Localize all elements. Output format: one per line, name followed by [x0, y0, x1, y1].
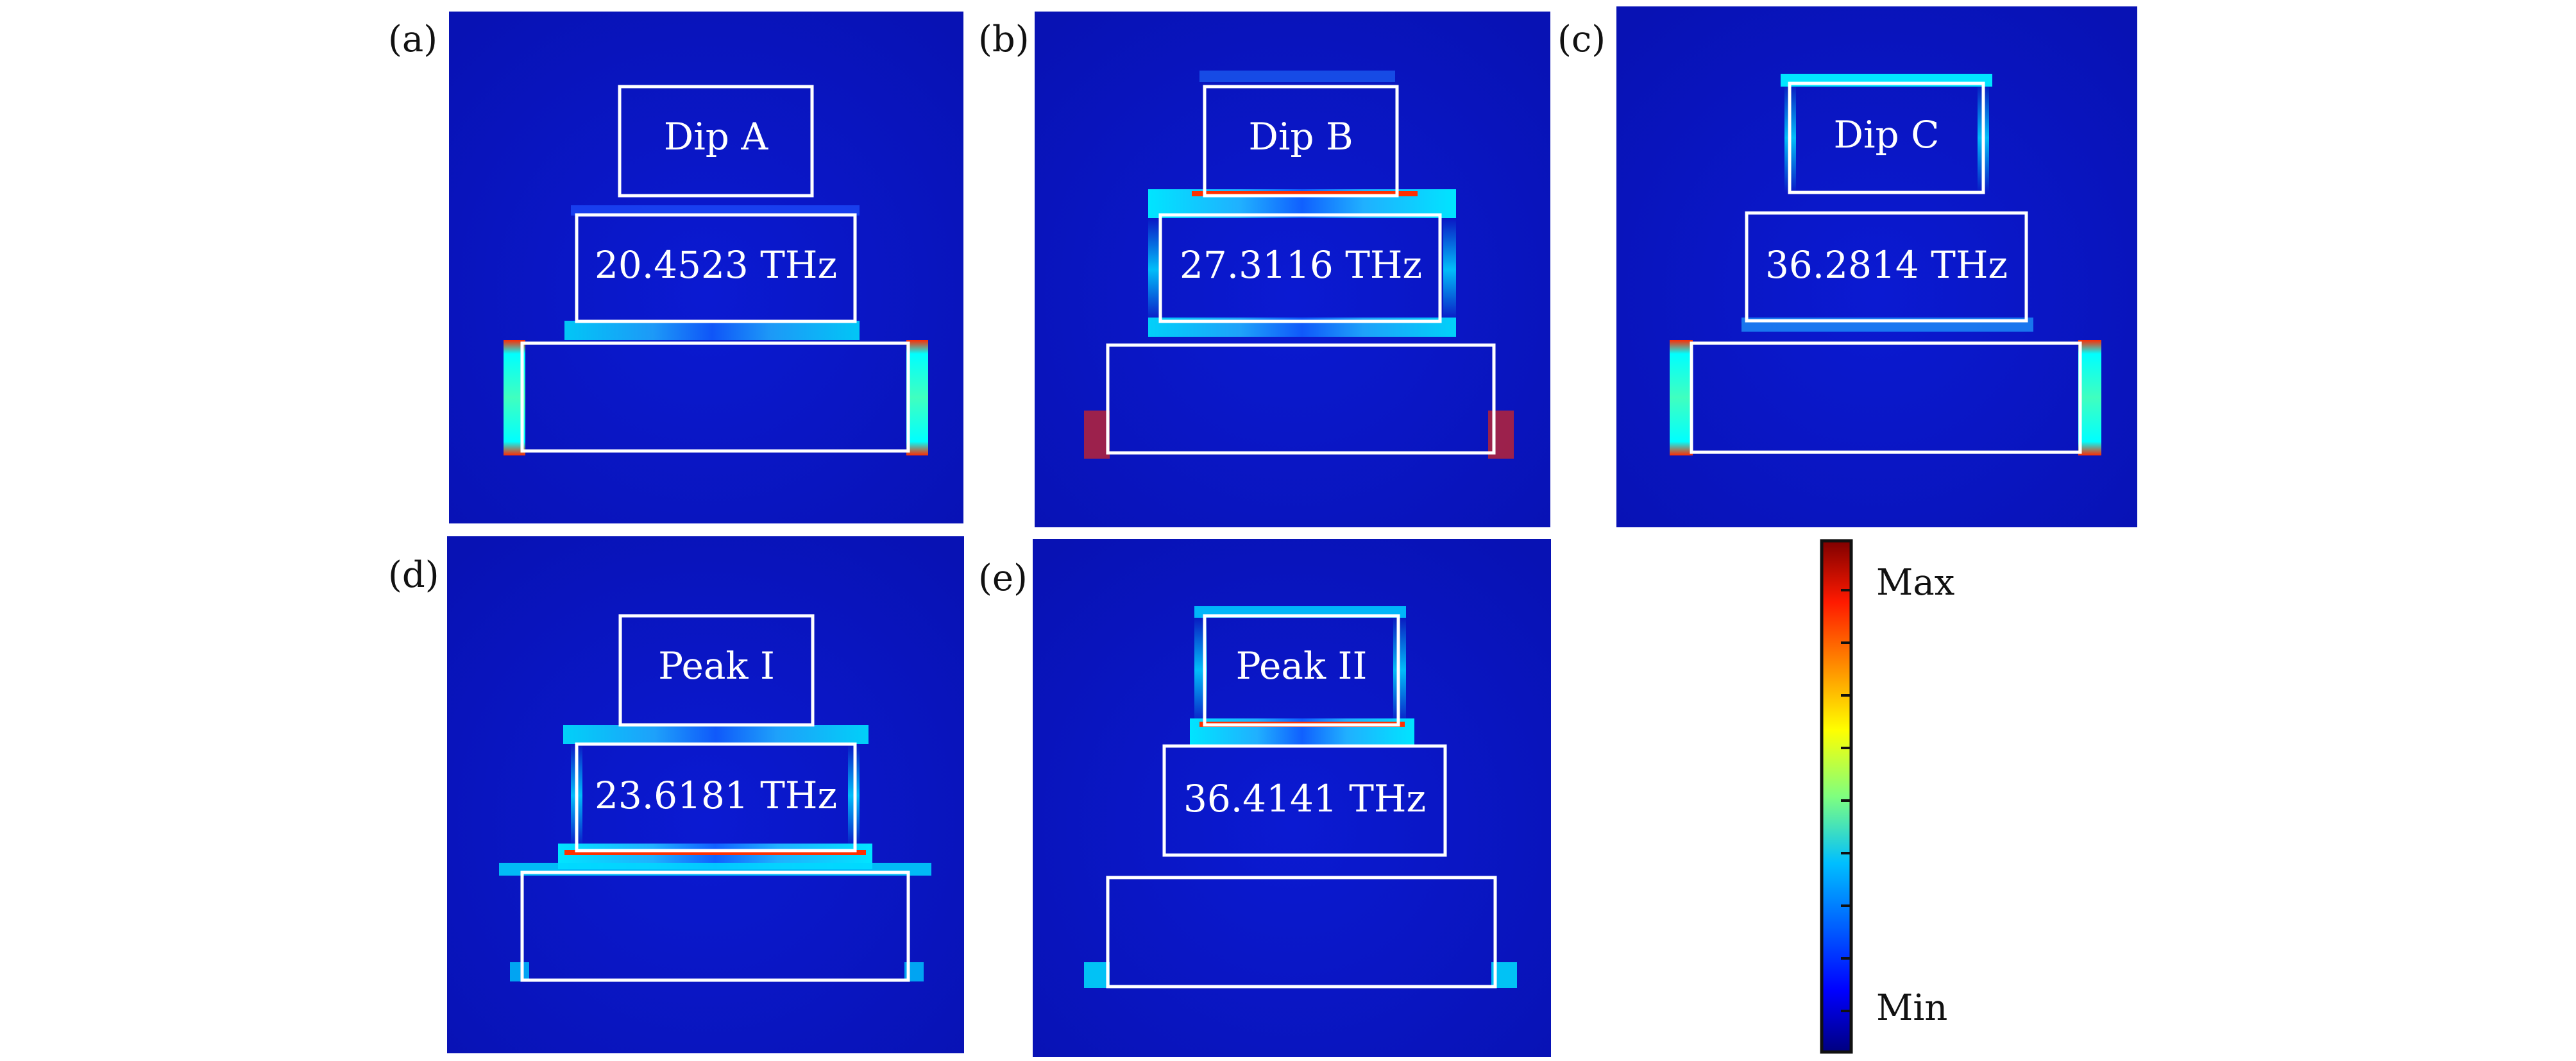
hotspot-right [2078, 340, 2101, 455]
top-box-label: Dip B [1248, 115, 1353, 158]
hotspot-strip-upper [563, 725, 869, 744]
middle-box [1745, 211, 2028, 323]
top-box-label: Peak II [1236, 644, 1368, 688]
middle-box-label: 23.6181 THz [595, 774, 837, 817]
middle-box [575, 213, 857, 323]
colorbar-ticks [1841, 589, 1851, 1012]
panel-label: (e) [978, 557, 1028, 599]
panel-label: (a) [388, 19, 437, 60]
top-box [618, 614, 815, 727]
top-box [1203, 85, 1399, 198]
glow-mid [571, 205, 860, 216]
panel-d: (d) Peak I 23.6181 THz [388, 536, 964, 1053]
middle-box [1162, 744, 1447, 857]
colorbar-max-label: Max [1876, 562, 1954, 604]
panel-label: (b) [978, 19, 1030, 60]
hotspot-mid-sides [1148, 218, 1161, 321]
field-map [1616, 6, 2137, 527]
field-map [1033, 539, 1551, 1057]
middle-box-label: 20.4523 THz [595, 243, 837, 287]
bottom-box [1690, 341, 2082, 454]
top-box [618, 85, 814, 198]
panel-c: (c) Dip C 36.2814 THz [1557, 6, 2137, 527]
top-box-label: Dip A [664, 115, 769, 158]
panel-a: (a) Dip A 20.4523 THz [388, 12, 963, 523]
field-map [447, 536, 964, 1053]
panel-e: (e) Peak II 36.4141 THz [978, 539, 1551, 1057]
bottom-box [1106, 876, 1497, 989]
colorbar-gradient [1820, 539, 1853, 1054]
hotspot-red-upper [1192, 191, 1418, 196]
hotspot-edge [564, 321, 860, 340]
glow-top [1199, 71, 1395, 82]
bottom-box [520, 870, 910, 982]
middle-box-label: 27.3116 THz [1180, 243, 1422, 287]
panel-b: (b) Dip B 27.3116 THz [978, 12, 1550, 527]
field-map [449, 12, 963, 523]
colorbar: Max Min [1820, 539, 1954, 1054]
middle-box-label: 36.4141 THz [1183, 777, 1426, 820]
hotspot-red-lower [564, 850, 866, 855]
top-box-label: Dip C [1834, 113, 1940, 157]
hotspot-right [906, 340, 928, 455]
top-box [1788, 81, 1985, 194]
panel-label: (c) [1557, 19, 1606, 60]
top-box-label: Peak I [658, 644, 775, 688]
hotspot-left-bottom [1084, 962, 1110, 988]
middle-box-label: 36.2814 THz [1765, 243, 2008, 287]
panel-label: (d) [388, 554, 439, 596]
bottom-box [520, 341, 910, 453]
hotspot-mid-sides [1443, 218, 1456, 321]
hotspot-left-bottom [510, 962, 529, 981]
middle-box [1158, 213, 1442, 323]
middle-box [575, 742, 857, 853]
top-box [1203, 614, 1400, 727]
hotspot-left [1084, 411, 1110, 459]
colorbar-min-label: Min [1876, 987, 1947, 1029]
hotspot-left [1670, 340, 1693, 455]
bottom-box [1106, 343, 1496, 455]
field-map [1035, 12, 1550, 527]
